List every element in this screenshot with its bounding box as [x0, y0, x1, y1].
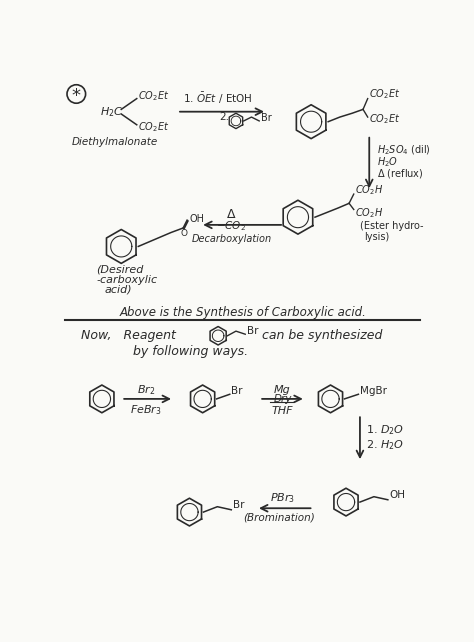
- Text: lysis): lysis): [365, 232, 390, 242]
- Text: $-CO_2$: $-CO_2$: [216, 220, 246, 233]
- Text: Above is the Synthesis of Carboxylic acid.: Above is the Synthesis of Carboxylic aci…: [119, 306, 366, 319]
- Text: Br: Br: [247, 326, 258, 336]
- Text: O: O: [181, 229, 188, 238]
- Text: $CO_2Et$: $CO_2Et$: [369, 87, 401, 101]
- Text: $H_2C$: $H_2C$: [100, 105, 124, 119]
- Text: $Br_2$: $Br_2$: [137, 383, 155, 397]
- Text: (Ester hydro-: (Ester hydro-: [360, 221, 423, 231]
- Text: $CO_2H$: $CO_2H$: [356, 184, 383, 197]
- Text: 1. $\bar{O}Et$ / EtOH: 1. $\bar{O}Et$ / EtOH: [183, 91, 253, 106]
- Text: Diethylmalonate: Diethylmalonate: [72, 137, 158, 147]
- Text: (Desired: (Desired: [96, 265, 144, 275]
- Text: $FeBr_3$: $FeBr_3$: [130, 403, 162, 417]
- Text: Now,   Reagent: Now, Reagent: [81, 329, 176, 342]
- Text: 1. $D_2O$: 1. $D_2O$: [366, 423, 404, 437]
- Text: (Bromination): (Bromination): [244, 512, 315, 523]
- Text: THF: THF: [272, 406, 293, 416]
- Text: 2. $H_2O$: 2. $H_2O$: [366, 438, 404, 452]
- Text: $\Delta$: $\Delta$: [226, 207, 237, 221]
- Text: Br: Br: [261, 113, 272, 123]
- Text: $CO_2H$: $CO_2H$: [356, 207, 383, 220]
- Text: 2.: 2.: [219, 112, 230, 122]
- Text: $CO_2Et$: $CO_2Et$: [369, 112, 401, 126]
- Text: -carboxylic: -carboxylic: [96, 275, 157, 284]
- Text: by following ways.: by following ways.: [133, 345, 248, 358]
- Text: Br: Br: [231, 386, 243, 396]
- Text: $H_2SO_4$ (dil): $H_2SO_4$ (dil): [377, 143, 431, 157]
- Text: Decarboxylation: Decarboxylation: [191, 234, 271, 244]
- Text: OH: OH: [390, 490, 405, 500]
- Text: $*$: $*$: [71, 85, 82, 103]
- Text: Br: Br: [233, 500, 245, 510]
- Text: OH: OH: [190, 214, 204, 223]
- Text: can be synthesized: can be synthesized: [262, 329, 383, 342]
- Text: $PBr_3$: $PBr_3$: [270, 491, 295, 505]
- Text: acid): acid): [104, 284, 132, 295]
- Text: $CO_2Et$: $CO_2Et$: [138, 120, 170, 134]
- Text: MgBr: MgBr: [360, 386, 387, 396]
- Text: $\Delta$ (reflux): $\Delta$ (reflux): [377, 167, 424, 180]
- Text: $CO_2Et$: $CO_2Et$: [138, 89, 170, 103]
- Text: Dry: Dry: [273, 394, 292, 404]
- Text: $H_2O$: $H_2O$: [377, 155, 398, 169]
- Text: Mg: Mg: [274, 385, 291, 395]
